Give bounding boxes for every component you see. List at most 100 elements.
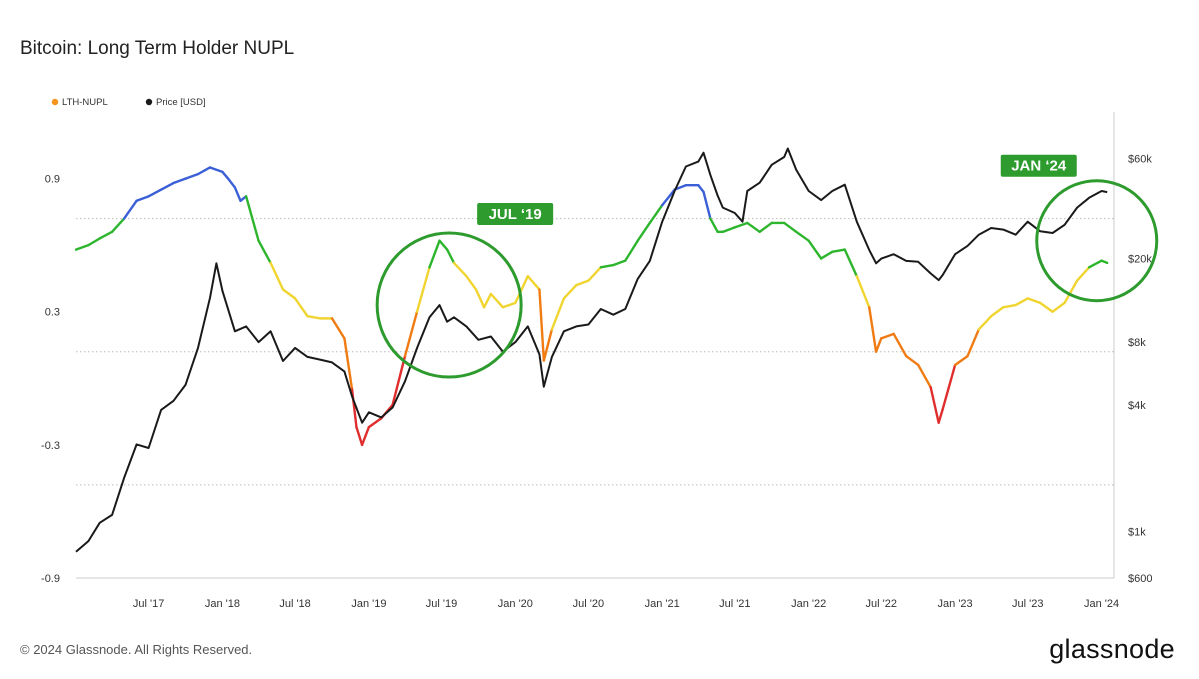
- lth-nupl-segment: [306, 314, 322, 320]
- y-left-tick-label: 0.3: [45, 307, 60, 319]
- x-tick-label: Jan '19: [351, 598, 386, 610]
- x-tick-label: Jul '18: [279, 598, 310, 610]
- lth-nupl-segment: [990, 306, 1005, 318]
- x-tick-label: Jul '19: [426, 598, 457, 610]
- y-right-tick-label: $8k: [1128, 337, 1146, 349]
- lth-nupl-segment: [562, 283, 578, 300]
- legend-marker-lth-nupl: [51, 98, 59, 106]
- lth-nupl-segment: [929, 385, 940, 424]
- lth-nupl-segment: [221, 170, 230, 180]
- lth-nupl-segment: [184, 172, 200, 180]
- lth-nupl-segment: [526, 275, 541, 291]
- lth-nupl-segment: [807, 239, 823, 260]
- lth-nupl-segment: [612, 259, 627, 267]
- y-right-axis: $60k $20k $8k $4k $1k $600: [1128, 154, 1152, 585]
- lth-nupl-segment: [482, 292, 493, 309]
- lth-nupl-segment: [391, 354, 407, 407]
- lth-nupl-segment: [172, 177, 187, 185]
- annotations: JUL ‘19 JAN ‘24: [375, 154, 1159, 379]
- lth-nupl-segment: [937, 408, 944, 424]
- lth-nupl-segment: [474, 288, 486, 309]
- series-lth-nupl: [74, 166, 1109, 447]
- lth-nupl-segment: [403, 310, 419, 358]
- y-left-tick-label: -0.9: [41, 573, 60, 585]
- lth-nupl-segment: [1002, 303, 1017, 309]
- lth-nupl-segment: [697, 184, 705, 194]
- lth-nupl-segment: [1014, 297, 1029, 307]
- x-tick-label: Jan '20: [498, 598, 533, 610]
- lth-nupl-segment: [74, 243, 90, 251]
- lth-nupl-segment: [122, 199, 138, 220]
- lth-nupl-segment: [953, 354, 969, 367]
- lth-nupl-segment: [514, 275, 529, 305]
- lth-nupl-segment: [1075, 266, 1091, 282]
- legend-label-price: Price [USD]: [156, 97, 206, 108]
- lth-nupl-segment: [661, 188, 676, 207]
- lth-nupl-segment: [489, 292, 505, 309]
- lth-nupl-segment: [281, 288, 297, 300]
- lth-nupl-segment: [1063, 279, 1079, 305]
- lth-nupl-segment: [360, 425, 371, 447]
- lth-nupl-segment: [538, 288, 546, 362]
- x-tick-label: Jan '18: [205, 598, 240, 610]
- lth-nupl-segment: [916, 363, 932, 389]
- lth-nupl-segment: [110, 217, 126, 234]
- x-axis: Jul '17 Jan '18 Jul '18 Jan '19 Jul '19 Jan '…: [133, 598, 1119, 610]
- legend: LTH-NUPL Price [USD]: [51, 97, 206, 108]
- lth-nupl-segment: [196, 166, 212, 176]
- x-tick-label: Jan '21: [645, 598, 680, 610]
- y-right-tick-label: $60k: [1128, 154, 1152, 166]
- lth-nupl-segment: [624, 239, 639, 262]
- lth-nupl-segment: [874, 337, 883, 353]
- series-price: [75, 147, 1108, 553]
- lth-nupl-segment: [977, 314, 993, 331]
- annotation-circle: [375, 231, 523, 379]
- lth-nupl-segment: [1051, 301, 1066, 313]
- lth-nupl-segment: [465, 275, 478, 291]
- y-right-tick-label: $20k: [1128, 254, 1152, 266]
- lth-nupl-segment: [226, 177, 237, 189]
- lth-nupl-segment: [941, 363, 957, 411]
- lth-nupl-segment: [702, 190, 712, 220]
- lth-nupl-segment: [966, 328, 980, 358]
- lth-nupl-segment: [648, 203, 664, 225]
- lth-nupl-segment: [746, 221, 761, 234]
- lth-nupl-segment: [733, 221, 749, 229]
- annotation-label: JAN ‘24: [1011, 158, 1067, 175]
- lth-nupl-segment: [575, 279, 590, 287]
- x-tick-label: Jan '23: [938, 598, 973, 610]
- x-tick-label: Jul '20: [573, 598, 604, 610]
- y-right-tick-label: $4k: [1128, 400, 1146, 412]
- lth-nupl-segment: [1087, 259, 1103, 269]
- lth-nupl-segment: [795, 230, 810, 242]
- lth-nupl-segment: [843, 248, 859, 278]
- lth-nupl-segment: [159, 181, 175, 191]
- x-tick-label: Jan '24: [1084, 598, 1119, 610]
- legend-label-lth-nupl: LTH-NUPL: [62, 97, 108, 108]
- lth-nupl-segment: [428, 239, 441, 269]
- lth-nupl-segment: [892, 332, 908, 358]
- axes: [76, 112, 1115, 579]
- lth-nupl-segment: [147, 188, 163, 198]
- lth-nupl-segment: [782, 221, 798, 234]
- glassnode-logo: glassnode: [1049, 634, 1175, 664]
- lth-nupl-segment: [501, 301, 517, 309]
- lth-nupl-segment: [233, 186, 242, 202]
- lth-nupl-segment: [1038, 301, 1054, 313]
- y-left-tick-label: 0.9: [45, 174, 60, 186]
- lth-nupl-segment: [709, 217, 719, 234]
- annotation-badge: [1000, 154, 1077, 177]
- grid: [76, 218, 1114, 486]
- price-line: [75, 147, 1108, 553]
- lth-nupl-segment: [636, 221, 651, 242]
- lth-nupl-segment: [1026, 297, 1042, 305]
- lth-nupl-segment: [542, 328, 554, 362]
- y-right-tick-label: $600: [1128, 573, 1152, 585]
- lth-nupl-segment: [135, 195, 150, 202]
- lth-nupl-segment: [904, 354, 920, 367]
- lth-nupl-segment: [269, 261, 285, 291]
- y-right-tick-label: $1k: [1128, 526, 1146, 538]
- lth-nupl-segment: [445, 248, 456, 265]
- lth-nupl-segment: [98, 230, 114, 240]
- lth-nupl-segment: [330, 317, 346, 340]
